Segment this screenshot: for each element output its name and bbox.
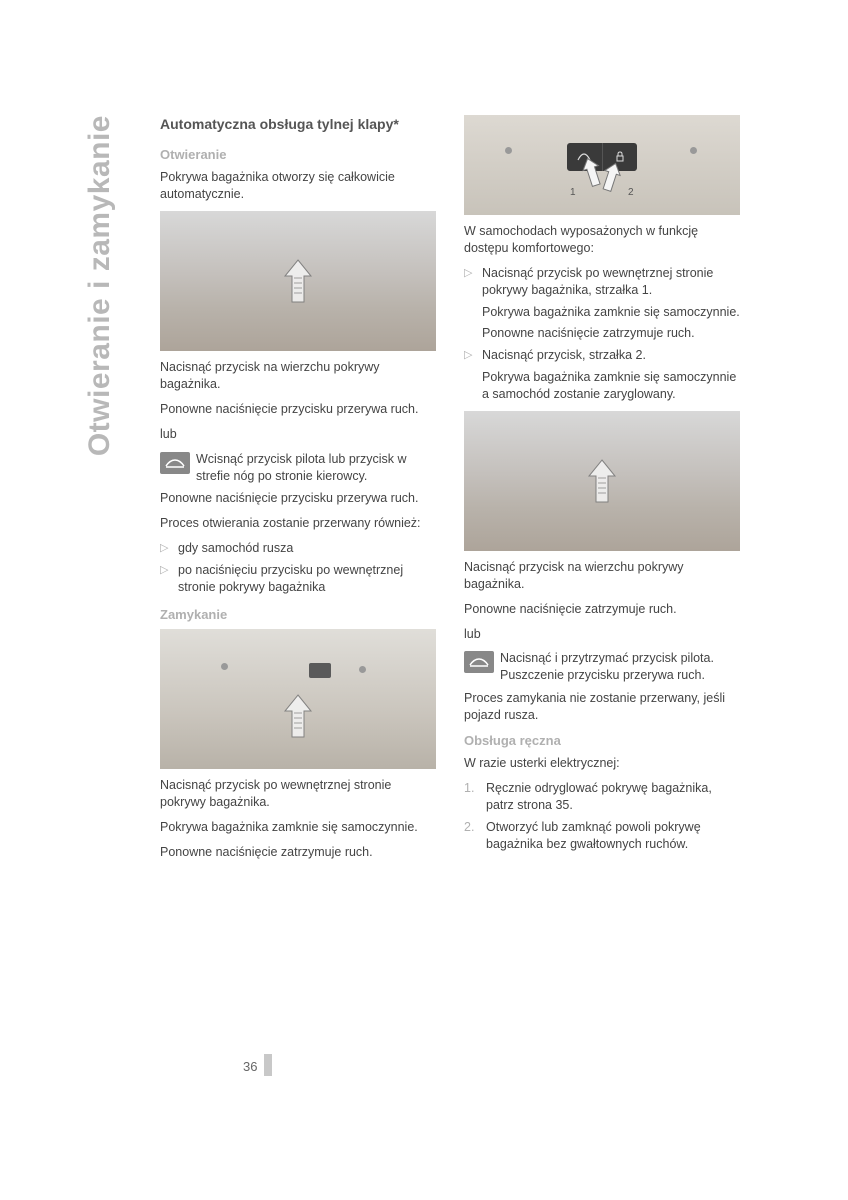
paragraph: lub — [464, 626, 740, 643]
svg-text:2: 2 — [628, 187, 634, 197]
paragraph: Pokrywa bagażnika otworzy się całkowicie… — [160, 169, 436, 203]
numbered-item: 1. Ręcznie odryglować pokrywę bagażnika,… — [464, 780, 740, 814]
paragraph: Nacisnąć przycisk po wewnętrznej stronie… — [160, 777, 436, 811]
figure-trunk-open-2 — [464, 411, 740, 551]
page-bar-accent — [264, 1054, 272, 1076]
list-item: ▷ po naciśnięciu przycisku po wewnętrzne… — [160, 562, 436, 596]
paragraph: Proces otwierania zostanie przerwany rów… — [160, 515, 436, 532]
figure-trunk-open — [160, 211, 436, 351]
right-column: 1 2 W samochodach wyposażonych w funkcję… — [464, 115, 740, 869]
numbered-item: 2. Otworzyć lub zamknąć powoli pokrywę b… — [464, 819, 740, 853]
double-arrow-overlay: 1 2 — [562, 157, 642, 197]
triangle-icon: ▷ — [160, 541, 170, 556]
list-text: Nacisnąć przycisk, strzałka 2. — [482, 347, 740, 364]
list-text: po naciśnięciu przycisku po wewnętrznej … — [178, 562, 436, 596]
trunk-button-icon — [464, 651, 494, 673]
main-heading: Automatyczna obsługa tylnej klapy* — [160, 115, 436, 134]
trunk-button-icon — [160, 452, 190, 474]
icon-text-row: Wcisnąć przycisk pilota lub przycisk w s… — [160, 451, 436, 485]
icon-text-row: Nacisnąć i przytrzymać przycisk pilota. … — [464, 650, 740, 684]
svg-text:1: 1 — [570, 187, 576, 197]
paragraph: Nacisnąć przycisk na wierzchu pokrywy ba… — [464, 559, 740, 593]
figure-trunk-inner — [160, 629, 436, 769]
paragraph: Ponowne naciśnięcie zatrzymuje ruch. — [464, 601, 740, 618]
paragraph: W samochodach wyposażonych w funkcję dos… — [464, 223, 740, 257]
paragraph: Proces zamykania nie zostanie przerwany,… — [464, 690, 740, 724]
paragraph: lub — [160, 426, 436, 443]
arrow-up-icon — [585, 458, 619, 504]
numbered-text: Otworzyć lub zamknąć powoli pokrywę baga… — [486, 819, 740, 853]
triangle-icon: ▷ — [160, 563, 170, 578]
list-item: ▷ Nacisnąć przycisk po wewnętrznej stron… — [464, 265, 740, 299]
paragraph: Pokrywa bagażnika zamknie się samoczynni… — [160, 819, 436, 836]
page-content: Automatyczna obsługa tylnej klapy* Otwie… — [160, 115, 740, 869]
icon-text: Wcisnąć przycisk pilota lub przycisk w s… — [196, 451, 436, 485]
list-text: gdy samochód rusza — [178, 540, 436, 557]
arrow-up-icon — [281, 258, 315, 304]
triangle-icon: ▷ — [464, 266, 474, 281]
left-column: Automatyczna obsługa tylnej klapy* Otwie… — [160, 115, 436, 869]
sub-heading-close: Zamykanie — [160, 606, 436, 624]
numbered-text: Ręcznie odryglować pokrywę bagażnika, pa… — [486, 780, 740, 814]
bullet-list: ▷ Nacisnąć przycisk po wewnętrznej stron… — [464, 265, 740, 403]
page-number: 36 — [243, 1058, 257, 1076]
icon-text: Nacisnąć i przytrzymać przycisk pilota. … — [500, 650, 740, 684]
number-mark: 2. — [464, 819, 478, 853]
paragraph: Ponowne naciśnięcie przycisku przerywa r… — [160, 490, 436, 507]
figure-button-panel: 1 2 — [464, 115, 740, 215]
list-subtext: Pokrywa bagażnika zamknie się samoczynni… — [482, 369, 740, 403]
paragraph: Ponowne naciśnięcie przycisku przerywa r… — [160, 401, 436, 418]
arrow-up-icon — [281, 693, 315, 739]
list-subtext: Ponowne naciśnięcie zatrzymuje ruch. — [482, 325, 740, 342]
number-mark: 1. — [464, 780, 478, 814]
sub-heading-open: Otwieranie — [160, 146, 436, 164]
list-item: ▷ gdy samochód rusza — [160, 540, 436, 557]
paragraph: Ponowne naciśnięcie zatrzymuje ruch. — [160, 844, 436, 861]
sub-heading-manual: Obsługa ręczna — [464, 732, 740, 750]
list-item: ▷ Nacisnąć przycisk, strzałka 2. — [464, 347, 740, 364]
bullet-list: ▷ gdy samochód rusza ▷ po naciśnięciu pr… — [160, 540, 436, 596]
list-text: Nacisnąć przycisk po wewnętrznej stronie… — [482, 265, 740, 299]
paragraph: Nacisnąć przycisk na wierzchu pokrywy ba… — [160, 359, 436, 393]
triangle-icon: ▷ — [464, 348, 474, 363]
inner-button-shape — [309, 663, 331, 678]
list-subtext: Pokrywa bagażnika zamknie się samoczynni… — [482, 304, 740, 321]
side-tab-label: Otwieranie i zamykanie — [80, 115, 121, 456]
paragraph: W razie usterki elektrycznej: — [464, 755, 740, 772]
